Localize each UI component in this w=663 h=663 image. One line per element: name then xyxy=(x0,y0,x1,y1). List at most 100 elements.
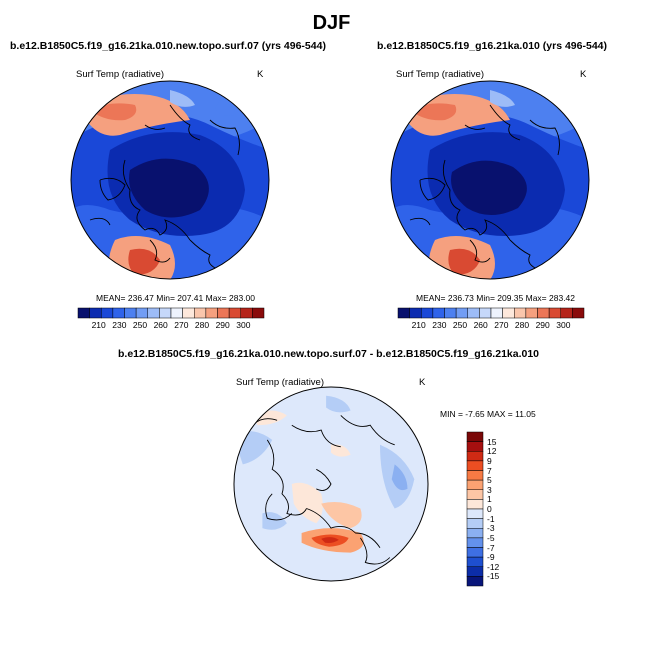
left-colorbar-swatch xyxy=(112,307,125,319)
left-units-label: K xyxy=(257,69,264,80)
diff-colorbar-tick-label: 5 xyxy=(487,475,492,486)
right-units-label: K xyxy=(580,69,587,80)
diff-colorbar-swatch xyxy=(466,547,484,558)
left-colorbar-tick-label: 210 xyxy=(91,320,106,330)
diff-colorbar-swatch xyxy=(466,537,484,548)
right-colorbar-swatch xyxy=(432,307,445,319)
left-colorbar-swatch xyxy=(135,307,148,319)
right-colorbar-tick-label: 290 xyxy=(535,320,550,330)
diff-colorbar-tick-label: -9 xyxy=(487,552,495,563)
diff-colorbar-swatch xyxy=(466,489,484,500)
left-colorbar-swatch xyxy=(159,307,172,319)
left-colorbar xyxy=(77,307,265,319)
left-colorbar-tick-label: 260 xyxy=(153,320,168,330)
left-variable-label: Surf Temp (radiative) xyxy=(76,69,164,80)
diff-colorbar-swatch xyxy=(466,470,484,481)
right-colorbar-swatch xyxy=(502,307,515,319)
left-case-title: b.e12.B1850C5.f19_g16.21ka.010.new.topo.… xyxy=(10,40,326,52)
right-colorbar-swatch xyxy=(409,307,422,319)
right-colorbar-swatch xyxy=(455,307,468,319)
diff-colorbar-labels: 15 12 9 7 5 3 1 0 -1 -3 -5 -7 -9 -12 -15 xyxy=(487,432,517,586)
figure-title: DJF xyxy=(312,12,351,34)
left-colorbar-labels: 210 230 250 260 270 280 290 300 xyxy=(78,320,264,332)
diff-colorbar-swatch xyxy=(466,479,484,490)
diff-colorbar-tick-label: -1 xyxy=(487,513,495,524)
left-colorbar-swatch xyxy=(101,307,114,319)
right-colorbar-swatch xyxy=(525,307,538,319)
diff-case-title: b.e12.B1850C5.f19_g16.21ka.010.new.topo.… xyxy=(118,348,540,360)
diff-colorbar-tick-label: 15 xyxy=(487,436,497,447)
diff-colorbar-swatch xyxy=(466,499,484,510)
left-colorbar-tick-label: 280 xyxy=(194,320,210,330)
left-colorbar-tick-label: 230 xyxy=(112,320,127,330)
diff-colorbar-swatch xyxy=(466,556,484,567)
right-colorbar-tick-label: 230 xyxy=(432,320,447,330)
diff-colorbar-swatch xyxy=(466,508,484,519)
diff-colorbar-tick-label: 7 xyxy=(487,465,492,476)
diff-units-label: K xyxy=(419,377,426,388)
diff-colorbar-swatch xyxy=(466,431,484,442)
right-variable-label: Surf Temp (radiative) xyxy=(396,69,484,80)
left-colorbar-swatch xyxy=(228,307,241,319)
diff-colorbar-tick-label: -12 xyxy=(487,561,500,572)
diff-colorbar-swatch xyxy=(466,460,484,471)
diff-colorbar-tick-label: 9 xyxy=(487,455,492,466)
right-colorbar-swatch xyxy=(537,307,550,319)
right-colorbar-tick-label: 210 xyxy=(411,320,426,330)
left-colorbar-tick-label: 270 xyxy=(174,320,189,330)
right-colorbar-swatch xyxy=(397,307,410,319)
right-colorbar-swatch xyxy=(421,307,434,319)
diff-variable-label: Surf Temp (radiative) xyxy=(236,377,324,388)
right-colorbar-swatch xyxy=(514,307,527,319)
left-colorbar-swatch xyxy=(240,307,253,319)
diff-colorbar-tick-label: 12 xyxy=(487,446,497,457)
right-colorbar-swatch xyxy=(560,307,573,319)
right-case-title: b.e12.B1850C5.f19_g16.21ka.010 (yrs 496-… xyxy=(377,40,607,52)
left-colorbar-swatch xyxy=(89,307,102,319)
left-colorbar-swatch xyxy=(170,307,183,319)
right-colorbar-swatch xyxy=(467,307,480,319)
left-colorbar-tick-label: 250 xyxy=(132,320,148,330)
right-colorbar-tick-label: 270 xyxy=(494,320,509,330)
left-colorbar-swatch xyxy=(194,307,207,319)
right-colorbar-swatch xyxy=(490,307,503,319)
right-colorbar xyxy=(397,307,585,319)
left-colorbar-swatch xyxy=(217,307,230,319)
left-colorbar-swatch xyxy=(124,307,137,319)
diff-colorbar-swatch xyxy=(466,576,484,587)
diff-stats-text: MIN = -7.65 MAX = 11.05 xyxy=(440,409,536,419)
right-colorbar-tick-label: 280 xyxy=(514,320,530,330)
right-colorbar-swatch xyxy=(479,307,492,319)
right-stats-text: MEAN= 236.73 Min= 209.35 Max= 283.42 xyxy=(416,293,576,303)
left-colorbar-swatch xyxy=(182,307,195,319)
diff-colorbar-swatch xyxy=(466,518,484,529)
diff-polar-map xyxy=(233,386,429,582)
diff-colorbar-tick-label: -3 xyxy=(487,523,495,534)
right-colorbar-swatch xyxy=(444,307,457,319)
left-colorbar-tick-label: 290 xyxy=(215,320,230,330)
diff-colorbar-swatch xyxy=(466,451,484,462)
right-colorbar-swatch xyxy=(572,307,585,319)
right-colorbar-tick-label: 250 xyxy=(452,320,468,330)
diff-colorbar-tick-label: -15 xyxy=(487,571,500,582)
right-colorbar-labels: 210 230 250 260 270 280 290 300 xyxy=(398,320,584,332)
diff-colorbar-tick-label: 3 xyxy=(487,484,492,495)
left-colorbar-swatch xyxy=(252,307,265,319)
right-colorbar-tick-label: 300 xyxy=(556,320,571,330)
diff-colorbar-swatch xyxy=(466,566,484,577)
diff-colorbar xyxy=(466,431,484,587)
left-stats-text: MEAN= 236.47 Min= 207.41 Max= 283.00 xyxy=(96,293,256,303)
right-colorbar-tick-label: 260 xyxy=(473,320,488,330)
right-colorbar-swatch xyxy=(548,307,561,319)
diff-colorbar-swatch xyxy=(466,441,484,452)
left-colorbar-swatch xyxy=(205,307,218,319)
right-polar-map xyxy=(390,80,590,280)
left-colorbar-swatch xyxy=(77,307,90,319)
left-colorbar-swatch xyxy=(147,307,160,319)
diff-colorbar-tick-label: 1 xyxy=(487,494,492,505)
diff-colorbar-tick-label: -5 xyxy=(487,532,495,543)
left-colorbar-tick-label: 300 xyxy=(236,320,251,330)
diff-colorbar-tick-label: -7 xyxy=(487,542,495,553)
diff-colorbar-swatch xyxy=(466,528,484,539)
diff-colorbar-tick-label: 0 xyxy=(487,504,492,514)
